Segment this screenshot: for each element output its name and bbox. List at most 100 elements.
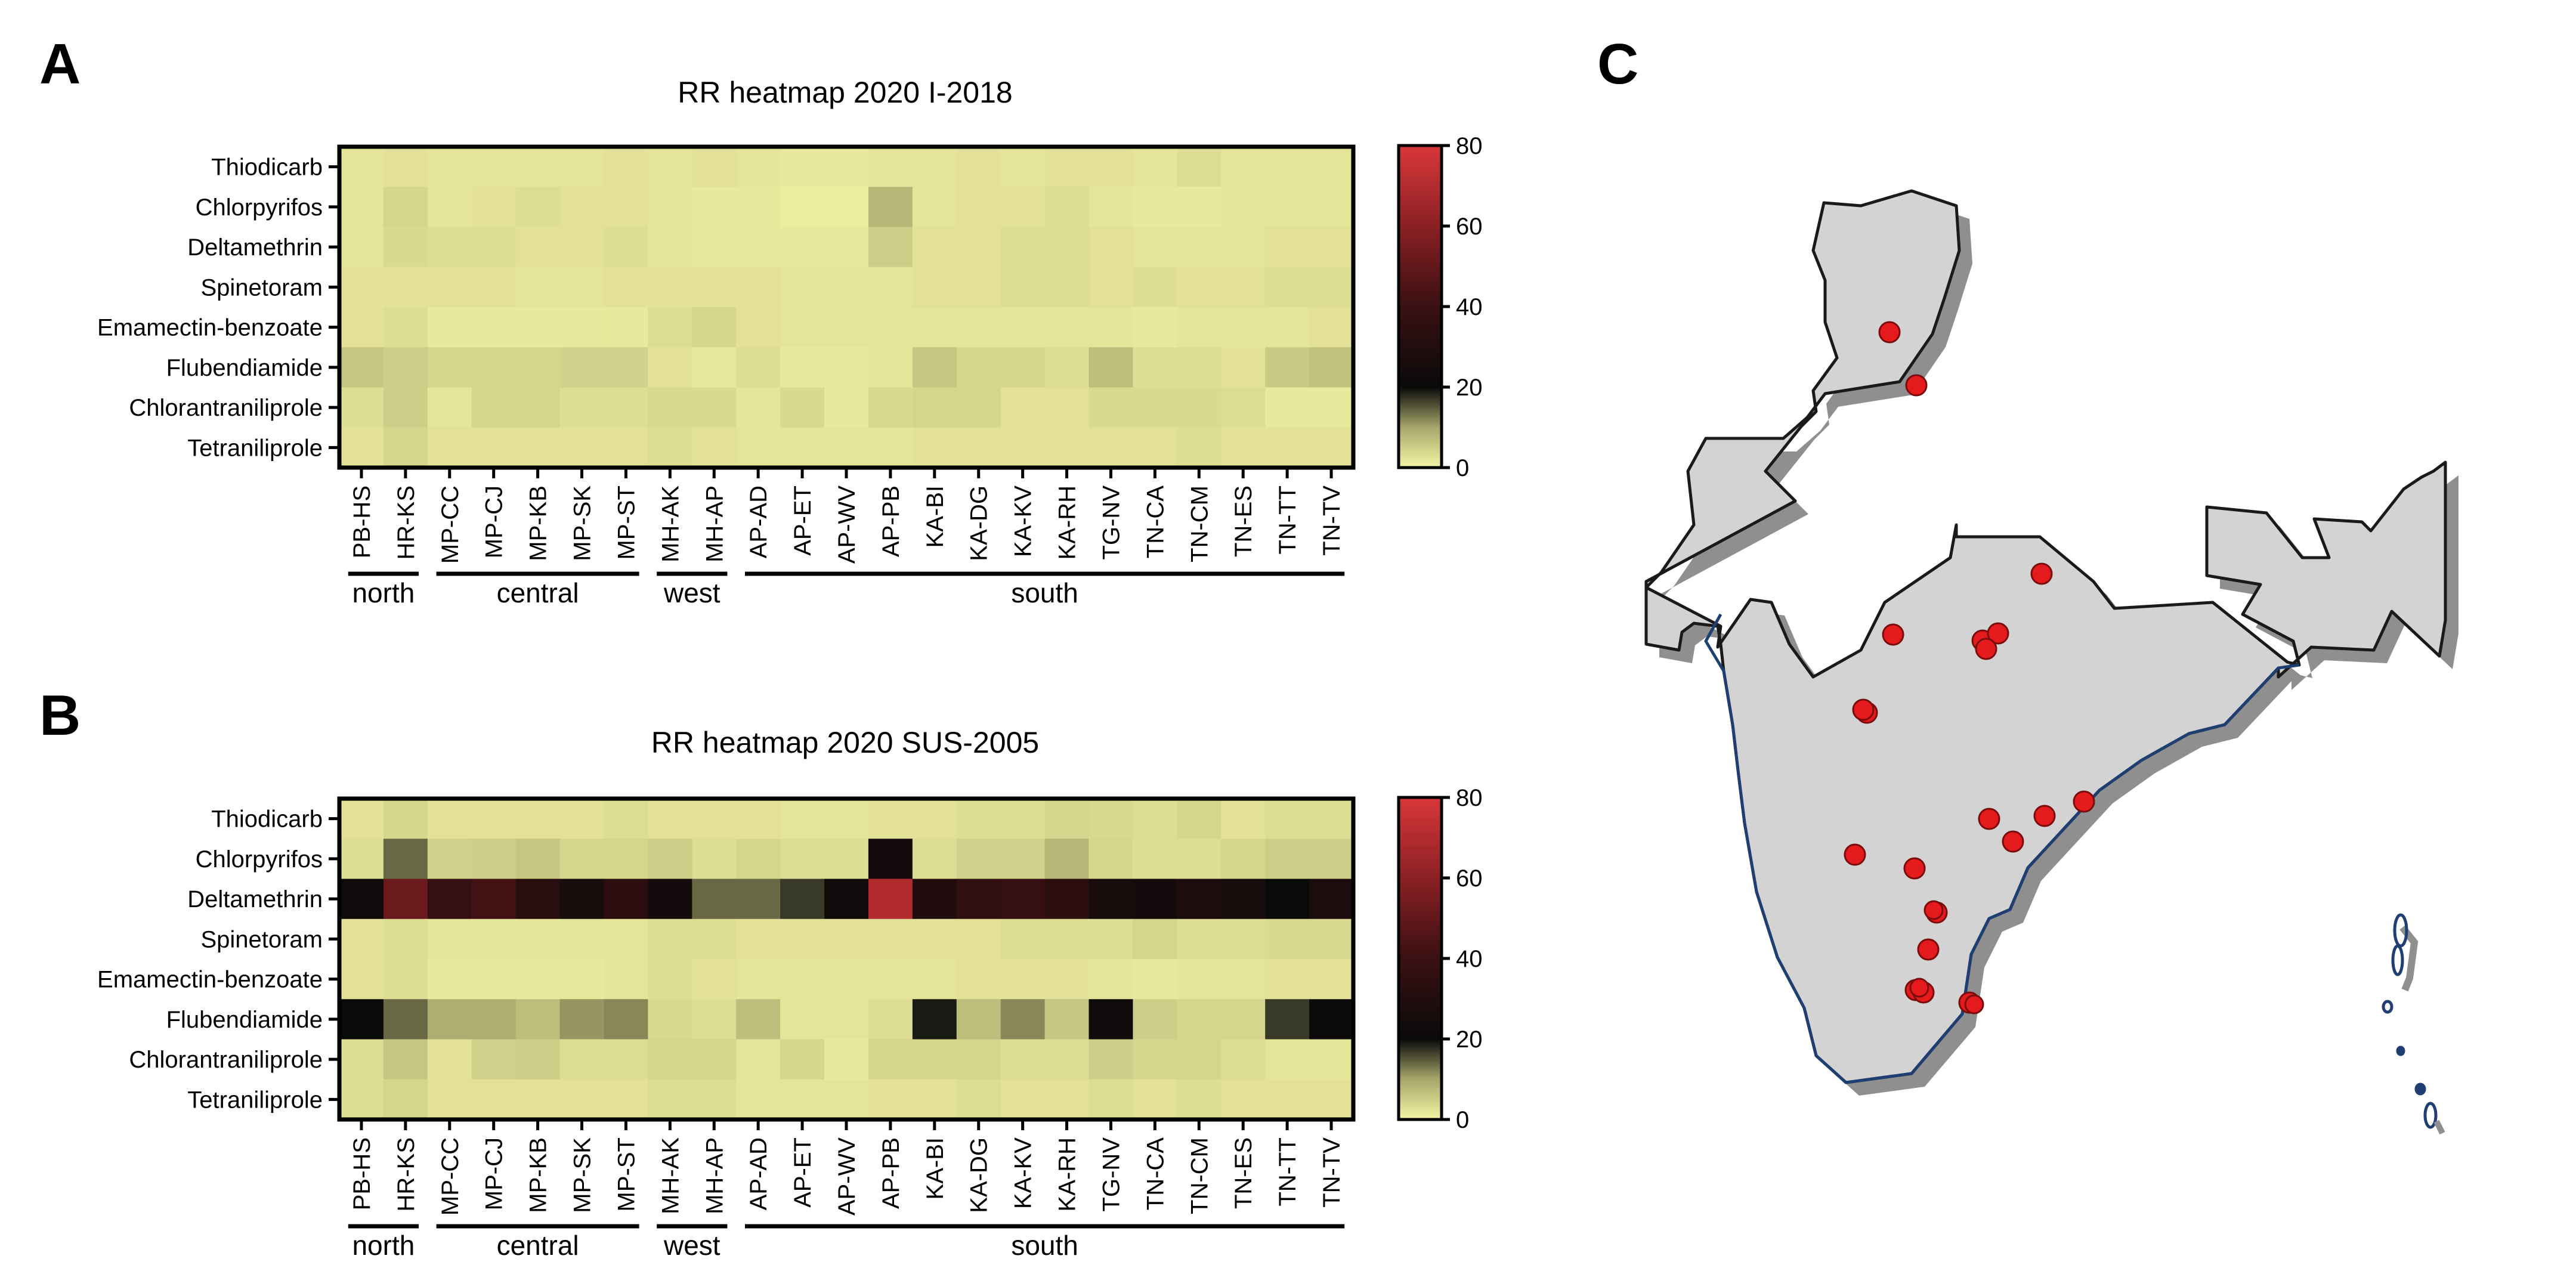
heatmap-cell [1309,959,1354,1000]
heatmap-cell [559,387,605,428]
heatmap-cell [868,147,913,187]
heatmap-cell [868,387,913,428]
colorbar-tick-label: 0 [1456,455,1469,481]
heatmap-cell [515,387,561,428]
column-label: MP-SK [570,1137,596,1213]
heatmap-cell [1265,1079,1310,1120]
heatmap-cell [648,427,692,468]
heatmap-cell [515,799,561,839]
heatmap-cell [912,427,957,468]
heatmap-cell [736,187,781,228]
heatmap-cell [824,879,869,920]
heatmap-a-groups: north central west south [348,571,1345,608]
heatmap-cell [912,187,957,228]
heatmap-cell [1000,879,1046,920]
heatmap-cell [648,307,692,348]
site-marker [1903,857,1926,880]
heatmap-cell [427,799,472,839]
heatmap-cell [1221,959,1266,1000]
heatmap-cell [1044,387,1090,428]
heatmap-a: RR heatmap 2020 I-2018 Thiodicarb Chlorpy… [97,76,1482,608]
heatmap-cell [471,1039,517,1080]
heatmap-cell [692,1039,737,1080]
heatmap-cell [1088,959,1134,1000]
heatmap-cell [824,839,869,880]
heatmap-cell [692,959,737,1000]
heatmap-cell [1309,839,1354,880]
heatmap-cell [515,1039,561,1080]
heatmap-cell [1088,1079,1134,1120]
heatmap-cell [1000,427,1046,468]
heatmap-cell [824,267,869,308]
heatmap-cell [1221,187,1266,228]
heatmap-cell [956,267,1001,308]
heatmap-cell [1309,187,1354,228]
heatmap-cell [471,999,517,1040]
row-label: Thiodicarb [211,806,323,833]
heatmap-cell [383,227,428,268]
heatmap-cell [604,267,648,308]
heatmap-cell [1309,918,1354,960]
heatmap-cell [1265,347,1310,388]
heatmap-cell [780,879,825,920]
heatmap-cell [692,387,737,428]
heatmap-cell [1044,307,1090,348]
heatmap-cell [339,147,384,187]
column-label: MP-KB [525,485,552,561]
heatmap-a-cells [337,144,1356,470]
heatmap-cell [427,307,472,348]
column-label: MH-AP [701,485,728,562]
heatmap-cell [1265,999,1310,1040]
heatmap-cell [1221,1079,1266,1120]
heatmap-cell [515,147,561,187]
heatmap-cell [824,1079,869,1120]
heatmap-cell [780,147,825,187]
heatmap-cell [515,1079,561,1120]
heatmap-cell [736,999,781,1040]
heatmap-cell [780,307,825,348]
heatmap-cell [1177,839,1221,880]
heatmap-cell [1133,918,1177,960]
row-label: Spinetoram [200,926,323,952]
heatmap-a-colorbar: 0 20 40 60 80 [1397,133,1483,481]
site-marker [2033,805,2056,827]
heatmap-cell [1000,999,1046,1040]
heatmap-cell [1000,307,1046,348]
heatmap-cell [1088,999,1134,1040]
heatmap-cell [1221,147,1266,187]
site-marker [1917,938,1940,961]
heatmap-cell [824,227,869,268]
heatmap-cell [868,307,913,348]
heatmap-cell [559,1079,605,1120]
heatmap-cell [1133,307,1177,348]
island-5 [2414,1083,2426,1096]
column-label: KA-RH [1054,485,1081,559]
column-label: MP-CJ [481,485,508,558]
heatmap-cell [736,147,781,187]
heatmap-cell [604,918,648,960]
heatmap-cell [471,918,517,960]
heatmap-cell [780,227,825,268]
heatmap-cell [515,267,561,308]
heatmap-cell [383,427,428,468]
heatmap-cell [471,387,517,428]
column-label: TN-CA [1142,1137,1168,1211]
column-label: MP-CJ [481,1137,508,1210]
heatmap-cell [1088,879,1134,920]
heatmap-cell [339,427,384,468]
heatmap-cell [427,839,472,880]
row-label: Chlorantraniliprole [129,395,323,421]
heatmap-cell [1265,387,1310,428]
heatmap-cell [1177,879,1221,920]
column-label: AP-PB [878,1137,904,1209]
heatmap-b-column-labels: PB-HS HR-KS MP-CC MP-CJ MP-KB MP-SK MP-ST MH-AK… [349,1119,1345,1216]
heatmap-cell [912,839,957,880]
india-map [1644,189,2459,1135]
column-label: MH-AP [701,1137,728,1214]
heatmap-cell [1265,187,1310,228]
heatmap-cell [1309,999,1354,1040]
heatmap-cell [515,918,561,960]
heatmap-cell [736,918,781,960]
heatmap-cell [736,1079,781,1120]
heatmap-cell [427,227,472,268]
